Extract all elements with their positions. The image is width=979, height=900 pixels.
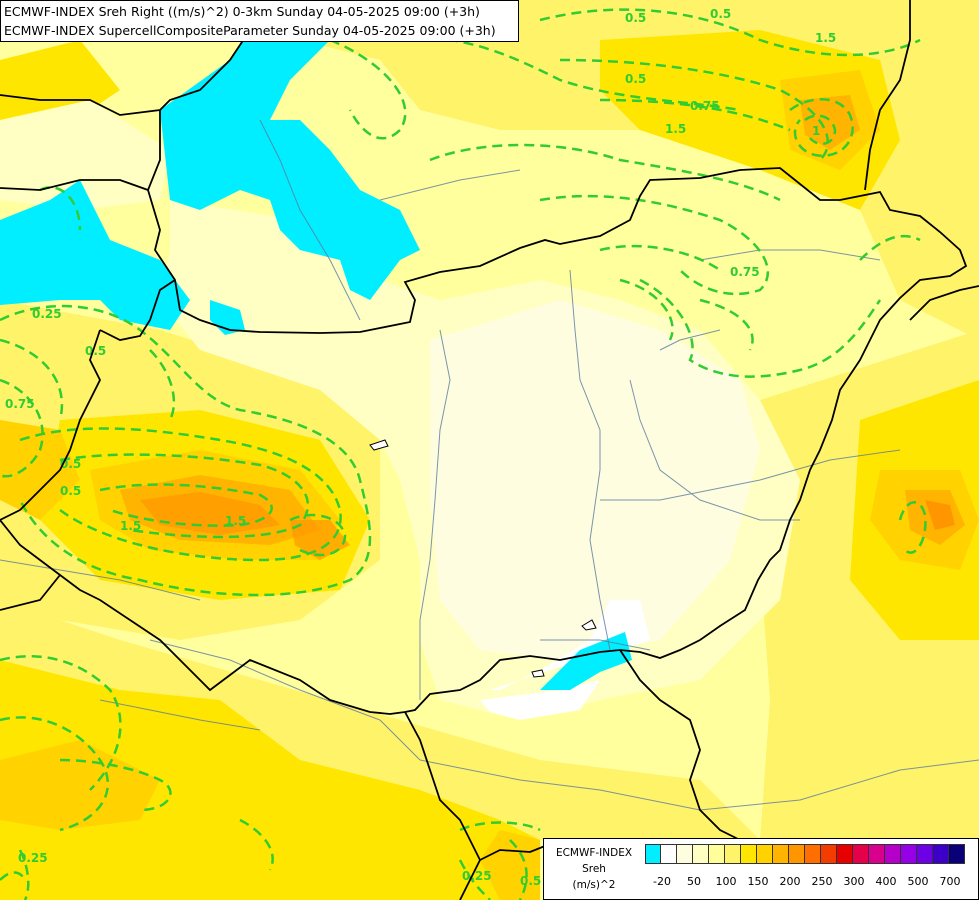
legend-ticks: -20 50 100 150 200 250 300 400 500 700 xyxy=(645,875,975,891)
contour-label: 0.25 xyxy=(18,851,48,865)
rivers xyxy=(0,119,979,811)
legend-swatch xyxy=(949,844,965,864)
contour-label: 0.25 xyxy=(462,869,492,883)
legend-tick-label: 250 xyxy=(811,875,833,888)
legend-title-line: ECMWF-INDEX xyxy=(555,847,633,859)
legend-swatch xyxy=(837,844,853,864)
contour-label: 0.75 xyxy=(690,99,720,113)
legend-tick-label: 150 xyxy=(747,875,769,888)
legend-swatch xyxy=(677,844,693,864)
legend-swatch xyxy=(917,844,933,864)
contour-label: 1.5 xyxy=(120,519,141,533)
legend-title-line: Sreh xyxy=(582,863,606,875)
legend-tick-label: 50 xyxy=(687,875,701,888)
contour-label: 0.75 xyxy=(730,265,760,279)
title-sreh: ECMWF-INDEX Sreh Right ((m/s)^2) 0-3km S… xyxy=(4,4,480,19)
legend-tick-label: 400 xyxy=(875,875,897,888)
contour-label: 0.5 xyxy=(520,874,541,888)
map-title-box: ECMWF-INDEX Sreh Right ((m/s)^2) 0-3km S… xyxy=(0,0,519,42)
contour-label: 1.5 xyxy=(665,122,686,136)
contour-label: 1.5 xyxy=(815,31,836,45)
legend-swatch xyxy=(725,844,741,864)
legend-tick-label: 100 xyxy=(715,875,737,888)
lakes xyxy=(369,439,597,678)
contour-labels: 0.5 0.5 1.5 1.5 0.5 0.75 1.5 1 0.5 0.25 … xyxy=(5,7,836,888)
legend-swatch xyxy=(821,844,837,864)
contour-label: 1.5 xyxy=(225,514,246,528)
legend-swatch xyxy=(853,844,869,864)
contour-label: 1 xyxy=(812,124,820,138)
legend-swatch xyxy=(709,844,725,864)
contour-label: 0.75 xyxy=(5,397,35,411)
legend-tick-label: 700 xyxy=(939,875,961,888)
color-legend: ECMWF-INDEX Sreh (m/s)^2 -20 50 100 150 200 2… xyxy=(543,838,979,900)
legend-swatch xyxy=(805,844,821,864)
contour-label: 0.25 xyxy=(32,307,62,321)
legend-tick-label: 300 xyxy=(843,875,865,888)
contour-label: 0.5 xyxy=(625,11,646,25)
legend-swatch xyxy=(693,844,709,864)
legend-tick-label: -20 xyxy=(653,875,671,888)
legend-swatch xyxy=(661,844,677,864)
legend-swatches xyxy=(645,844,965,864)
legend-title-line: (m/s)^2 xyxy=(572,879,616,891)
legend-swatch xyxy=(933,844,949,864)
legend-swatch xyxy=(901,844,917,864)
legend-title: ECMWF-INDEX Sreh (m/s)^2 xyxy=(546,845,642,893)
legend-swatch xyxy=(773,844,789,864)
contour-label: 0.5 xyxy=(60,484,81,498)
legend-tick-label: 500 xyxy=(907,875,929,888)
legend-tick-label: 200 xyxy=(779,875,801,888)
legend-swatch xyxy=(645,844,661,864)
contour-label: 0.5 xyxy=(625,72,646,86)
contour-label: 0.5 xyxy=(710,7,731,21)
legend-swatch xyxy=(869,844,885,864)
legend-swatch xyxy=(741,844,757,864)
legend-swatch xyxy=(789,844,805,864)
title-scp: ECMWF-INDEX SupercellCompositeParameter … xyxy=(4,23,496,38)
contour-label: 0.5 xyxy=(85,344,106,358)
legend-swatch xyxy=(757,844,773,864)
legend-swatch xyxy=(885,844,901,864)
